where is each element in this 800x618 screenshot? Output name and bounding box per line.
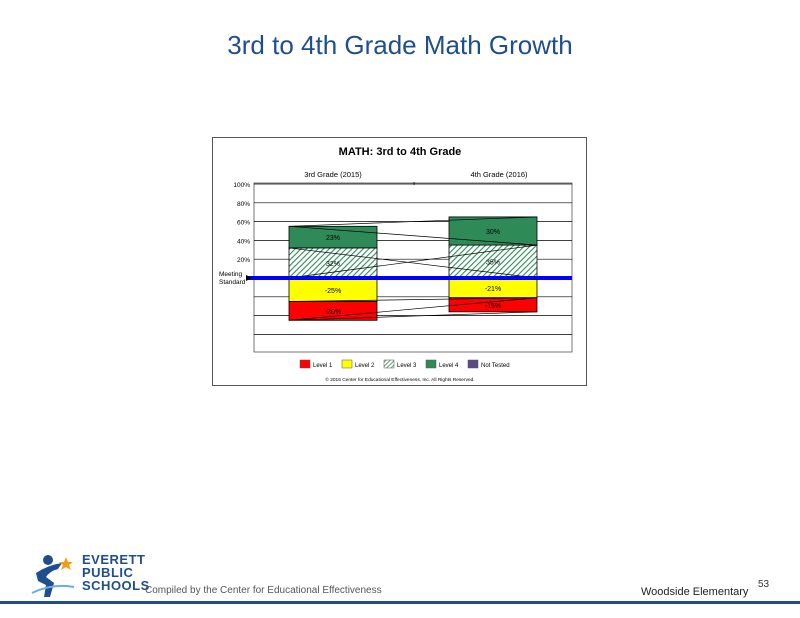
legend-label: Not Tested <box>481 363 510 369</box>
connector-line <box>288 225 538 246</box>
data-label: 35% <box>486 260 500 267</box>
legend-label: Level 1 <box>313 363 333 369</box>
logo-line-3: SCHOOLS <box>82 578 150 593</box>
connector-line <box>288 244 538 279</box>
chart-copyright: © 2016 Center for Educational Effectiven… <box>325 376 474 383</box>
slide-title: 3rd to 4th Grade Math Growth <box>227 30 573 60</box>
page-number: 53 <box>758 579 770 590</box>
legend-label: Level 2 <box>355 363 375 369</box>
connector-line <box>288 247 538 279</box>
chart-frame: MATH: 3rd to 4th Grade 100% 80% 60% 40% 20% Me… <box>212 137 587 386</box>
data-label: 23% <box>326 235 340 242</box>
plot-frame <box>253 182 573 353</box>
category-label: 3rd Grade (2015) <box>304 170 362 179</box>
math-growth-chart: MATH: 3rd to 4th Grade 100% 80% 60% 40% 20% Me… <box>219 146 573 383</box>
meeting-label: Standard <box>219 279 246 286</box>
y-tick-label: 80% <box>237 201 250 208</box>
legend-swatch <box>425 359 437 369</box>
bar-level1 <box>448 297 538 313</box>
legend-swatch <box>467 359 479 369</box>
chart-title: MATH: 3rd to 4th Grade <box>339 146 462 158</box>
connector-line <box>288 297 538 321</box>
footer-rule <box>0 601 800 604</box>
data-label: -25% <box>325 288 341 295</box>
everett-public-schools-logo: EVERETT PUBLIC SCHOOLS <box>28 553 149 601</box>
y-tick-label: 100% <box>233 182 250 189</box>
legend-swatch <box>383 359 395 369</box>
logo-text: EVERETT PUBLIC SCHOOLS <box>82 553 150 592</box>
y-tick-label: 60% <box>237 220 250 227</box>
legend-swatch <box>341 359 353 369</box>
footer-credit: Compiled by the Center for Educational E… <box>145 585 382 596</box>
meeting-arrow-icon <box>246 275 252 281</box>
meeting-label: Meeting <box>219 271 243 278</box>
y-tick-label: 20% <box>237 257 250 264</box>
category-label: 4th Grade (2016) <box>470 170 528 179</box>
logo-line-1: EVERETT <box>82 552 146 567</box>
data-label: 30% <box>486 229 500 236</box>
bar-level4 <box>448 216 538 246</box>
data-label: -21% <box>485 286 501 293</box>
bar-level1 <box>288 301 378 321</box>
connector-line <box>288 216 538 227</box>
data-label: 32% <box>326 261 340 268</box>
y-tick-label: 40% <box>237 238 250 245</box>
legend-swatch <box>299 359 311 369</box>
data-label: -15% <box>485 303 501 310</box>
logo-line-2: PUBLIC <box>82 565 134 580</box>
data-label: -20% <box>325 309 341 316</box>
legend-label: Level 4 <box>439 363 459 369</box>
connector-line <box>288 297 538 302</box>
footer-school-name: Woodside Elementary <box>641 586 749 598</box>
bar-level4 <box>288 225 378 249</box>
legend-label: Level 3 <box>397 363 417 369</box>
student-figure-icon <box>31 555 75 597</box>
connector-line <box>288 311 538 321</box>
